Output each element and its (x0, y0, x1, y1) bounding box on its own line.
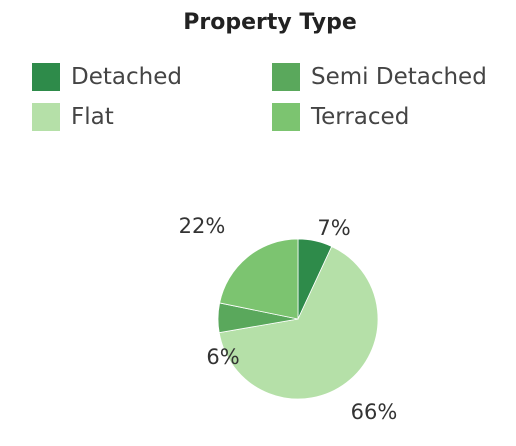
pie-slices (217, 238, 379, 400)
pie-slice-terraced[interactable] (219, 238, 299, 320)
legend-item-flat[interactable]: Flat (32, 102, 114, 132)
legend-swatch-terraced (272, 103, 300, 131)
legend-label-semi-detached: Semi Detached (311, 64, 487, 90)
legend-item-semi-detached[interactable]: Semi Detached (272, 62, 487, 92)
pie-label-terraced: 22% (179, 214, 226, 238)
legend-label-terraced: Terraced (311, 104, 410, 130)
pie-label-semi-detached: 6% (206, 345, 239, 369)
legend-swatch-semi-detached (272, 63, 300, 91)
legend-swatch-detached (32, 63, 60, 91)
legend-item-terraced[interactable]: Terraced (272, 102, 409, 132)
chart-title: Property Type (183, 10, 357, 35)
legend-label-detached: Detached (71, 64, 182, 90)
pie-slice-flat[interactable] (218, 245, 379, 400)
pie-label-detached: 7% (317, 216, 350, 240)
legend-swatch-flat (32, 103, 60, 131)
legend-item-detached[interactable]: Detached (32, 62, 182, 92)
legend-label-flat: Flat (71, 104, 114, 130)
pie-labels: 7% 66% 6% 22% (179, 214, 398, 424)
pie-label-flat: 66% (351, 400, 398, 424)
